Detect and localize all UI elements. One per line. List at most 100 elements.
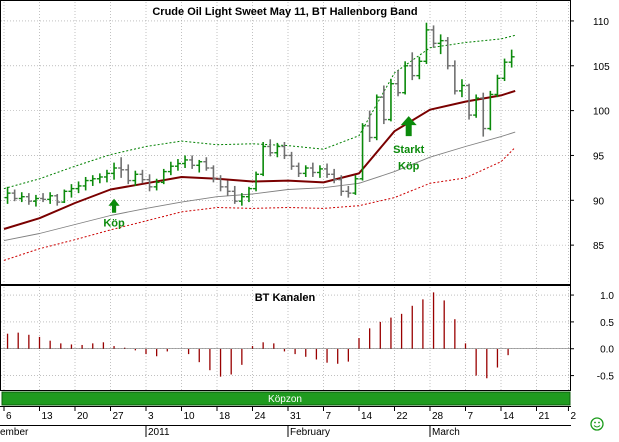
oscillator-y-ticks: 1.0 0.5 0.0 -0.5 [570,291,614,383]
x-tick-label: 6 [6,411,12,422]
x-axis: 6 13 20 27 3 10 18 24 31 7 14 22 28 7 14 21 2 ember 2011 Fe… [0,406,576,438]
ohlc-bar [501,58,508,82]
price-chart-title: Crude Oil Light Sweet May 11, BT Hallenb… [152,6,417,18]
oscillator-tick-label: 1.0 [600,291,614,302]
x-tick-label: 13 [42,411,54,422]
price-panel-frame [0,0,571,285]
ohlc-bar [82,176,89,191]
price-y-ticks: 110 105 100 95 90 85 [570,17,610,252]
ohlc-bar [402,61,409,95]
buy-arrow-icon [108,198,120,213]
ohlc-bar [331,168,338,184]
x-tick-label: 20 [77,411,89,422]
x-tick-label: 3 [148,411,154,422]
ohlc-bar [231,185,238,204]
price-grid [1,2,570,284]
ohlc-bar [366,110,373,142]
ohlc-bar [508,49,515,68]
ohlc-bar [146,174,153,192]
ohlc-bar [89,175,96,186]
ohlc-bar [494,74,501,98]
ohlc-bar [345,185,352,198]
ohlc-bar [395,70,402,97]
buy-zone-label: Köpzon [268,394,302,405]
ohlc-bar [309,162,316,177]
ohlc-bar [210,165,217,183]
x-tick-label: 18 [219,411,231,422]
ohlc-bar [302,165,309,177]
ohlc-bar [245,186,252,203]
oscillator-tick-label: 0.0 [600,345,614,356]
ohlc-bar [380,85,387,125]
ohlc-bar [359,123,366,181]
month-label: ember [0,427,29,437]
price-tick-label: 90 [593,196,605,207]
ohlc-bar [324,163,331,178]
ohlc-bar [167,161,174,176]
month-label: 2011 [148,427,170,437]
ohlc-bar [409,52,416,81]
ohlc-bar [11,189,18,202]
ohlc-bar [444,37,451,70]
oscillator-tick-label: -0.5 [597,372,615,383]
oscillator-tick-label: 0.5 [600,318,614,329]
ohlc-bar [338,175,345,196]
ohlc-bar [40,193,47,203]
ohlc-bar [352,175,359,195]
x-tick-label: 27 [113,411,125,422]
ohlc-bar [160,168,167,185]
x-tick-label: 14 [361,411,373,422]
smiley-icon[interactable] [590,417,604,431]
month-label: February [290,427,330,437]
x-tick-label: 7 [326,411,332,422]
ohlc-bar [316,165,323,178]
ohlc-bar [96,173,103,184]
ohlc-bar [458,79,465,98]
ohlc-bar [54,194,61,206]
ohlc-bar [238,193,245,206]
x-tick-label: 10 [184,411,196,422]
band-line-1 [3,131,516,242]
price-tick-label: 110 [593,17,609,28]
ohlc-bar [373,94,380,141]
x-tick-label: 22 [397,411,409,422]
x-tick-label: 14 [503,411,515,422]
ohlc-bar [4,186,11,204]
ohlc-bar [274,142,281,158]
x-tick-label: 24 [255,411,267,422]
ohlc-bar [61,189,68,203]
ohlc-bar [111,162,118,180]
ohlc-bar [267,139,274,157]
oscillator-bars [1,292,570,379]
ohlc-bar [473,94,480,118]
signal-label: Köp [398,160,420,172]
ohlc-bar [18,192,25,203]
ohlc-bar [47,192,54,204]
price-tick-label: 105 [593,62,610,73]
ohlc-bar [182,155,189,169]
ohlc-bar [281,142,288,160]
ohlc-bar [217,175,224,192]
price-tick-label: 85 [593,241,605,252]
signal-label: Köp [103,218,125,230]
oscillator-title: BT Kanalen [255,292,316,304]
ohlc-bar [466,83,473,120]
ohlc-bar [189,155,196,169]
ohlc-bar [260,142,267,177]
ohlc-bar [139,169,146,184]
ohlc-bar [75,181,82,194]
ohlc-bar [25,193,32,205]
x-tick-label: 31 [290,411,302,422]
ohlc-bar [203,157,210,171]
ohlc-bar [416,56,423,80]
x-tick-label: 7 [468,411,474,422]
ohlc-bar [224,180,231,196]
ohlc-bar [153,178,160,191]
x-tick-label: 21 [539,411,551,422]
ohlc-bar [125,164,132,185]
x-tick-label: 2 [570,411,576,422]
ohlc-bar [253,171,260,192]
ohlc-bar [68,184,75,198]
